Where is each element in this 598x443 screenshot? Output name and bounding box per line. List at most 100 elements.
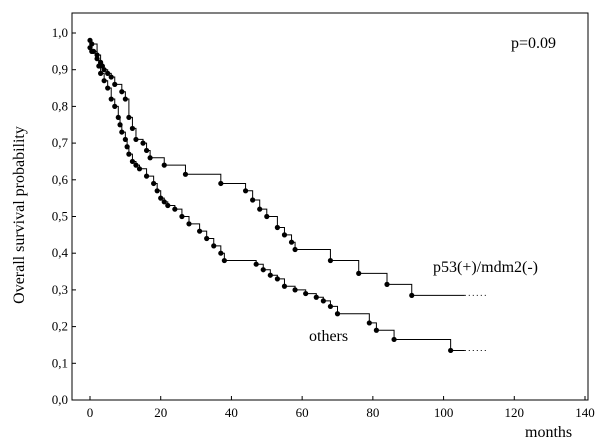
data-point xyxy=(218,180,224,187)
x-tick-label: 140 xyxy=(575,405,595,420)
data-point xyxy=(257,206,263,212)
y-tick-label: 0,9 xyxy=(52,62,68,77)
data-point xyxy=(186,221,192,227)
data-point xyxy=(292,246,298,253)
data-point xyxy=(126,151,132,157)
data-point xyxy=(161,162,167,168)
data-point xyxy=(151,180,157,187)
y-tick-label: 0,4 xyxy=(52,245,69,260)
data-point xyxy=(90,48,97,54)
data-point xyxy=(218,250,224,256)
data-point xyxy=(391,336,397,343)
x-axis: 0 20 40 60 80 100 120 140 xyxy=(87,396,595,420)
data-point xyxy=(161,199,167,205)
x-tick-label: 60 xyxy=(296,405,309,420)
data-point xyxy=(313,294,319,300)
data-point xyxy=(211,243,217,249)
data-point xyxy=(108,74,114,80)
y-axis: 0,0 0,1 0,2 0,3 0,4 0,5 0,6 0,7 0,8 0,9 1,0 xyxy=(52,25,76,407)
y-tick-label: 0,7 xyxy=(52,135,69,150)
series-0 xyxy=(87,37,486,299)
series-1 xyxy=(87,45,486,354)
data-point xyxy=(204,235,210,242)
data-point xyxy=(292,287,298,293)
data-point xyxy=(320,298,326,304)
x-tick-label: 100 xyxy=(434,405,454,420)
data-point xyxy=(133,162,139,168)
data-point xyxy=(179,213,185,220)
y-tick-label: 1,0 xyxy=(52,25,68,40)
data-point xyxy=(126,114,132,121)
data-point xyxy=(98,70,104,76)
x-tick-label: 0 xyxy=(87,405,94,420)
data-point xyxy=(112,103,118,109)
series-label-others: others xyxy=(309,328,348,345)
series-layer xyxy=(87,37,486,354)
data-point xyxy=(250,197,256,203)
data-point xyxy=(253,261,259,267)
data-point xyxy=(158,195,164,201)
data-point xyxy=(96,63,102,69)
p-value-annotation: p=0.09 xyxy=(511,35,556,52)
y-tick-label: 0,1 xyxy=(52,355,68,370)
data-point xyxy=(94,56,100,62)
data-point xyxy=(373,327,379,333)
data-point xyxy=(221,257,227,264)
data-point xyxy=(124,144,130,150)
data-point xyxy=(172,206,178,212)
data-point xyxy=(334,311,341,317)
y-tick-label: 0,5 xyxy=(52,209,68,224)
data-point xyxy=(108,96,114,102)
data-point xyxy=(274,276,280,282)
data-point xyxy=(281,232,288,238)
data-point xyxy=(327,257,334,264)
x-tick-label: 80 xyxy=(366,405,379,420)
data-point xyxy=(409,292,415,299)
data-point xyxy=(165,202,171,209)
data-point xyxy=(143,173,150,179)
y-tick-label: 0,8 xyxy=(52,98,68,113)
data-point xyxy=(105,70,111,76)
data-point xyxy=(129,158,136,165)
data-point xyxy=(105,85,111,91)
data-point xyxy=(119,89,125,95)
y-tick-label: 0,2 xyxy=(52,319,68,334)
data-point xyxy=(267,272,273,278)
x-tick-label: 20 xyxy=(154,405,167,420)
y-tick-label: 0,3 xyxy=(52,282,68,297)
data-point xyxy=(197,228,203,234)
data-point xyxy=(119,129,125,135)
data-point xyxy=(366,320,372,326)
data-point xyxy=(327,303,334,310)
x-tick-label: 40 xyxy=(225,405,238,420)
data-point xyxy=(154,188,160,194)
data-point xyxy=(182,171,189,177)
series-line xyxy=(90,47,465,351)
data-point xyxy=(281,283,288,289)
data-point xyxy=(122,136,128,143)
data-point xyxy=(384,281,390,287)
data-point xyxy=(117,122,123,128)
x-tick-label: 120 xyxy=(505,405,525,420)
data-point xyxy=(260,267,266,273)
data-point xyxy=(101,67,107,73)
plot-frame xyxy=(71,12,589,401)
y-tick-label: 0,6 xyxy=(52,172,69,187)
data-point xyxy=(122,96,128,102)
series-line xyxy=(90,39,465,296)
data-point xyxy=(115,114,121,121)
data-point xyxy=(274,224,280,231)
data-point xyxy=(143,147,150,154)
data-point xyxy=(356,270,362,276)
data-point xyxy=(264,213,270,220)
data-point xyxy=(101,78,107,84)
data-point xyxy=(147,155,153,161)
data-point xyxy=(129,125,136,132)
data-point xyxy=(140,140,146,146)
x-axis-title: months xyxy=(525,424,572,441)
data-point xyxy=(133,136,139,143)
y-axis-title: Overall survival probability xyxy=(11,126,28,304)
y-tick-label: 0,0 xyxy=(52,392,68,407)
data-point xyxy=(303,290,309,297)
